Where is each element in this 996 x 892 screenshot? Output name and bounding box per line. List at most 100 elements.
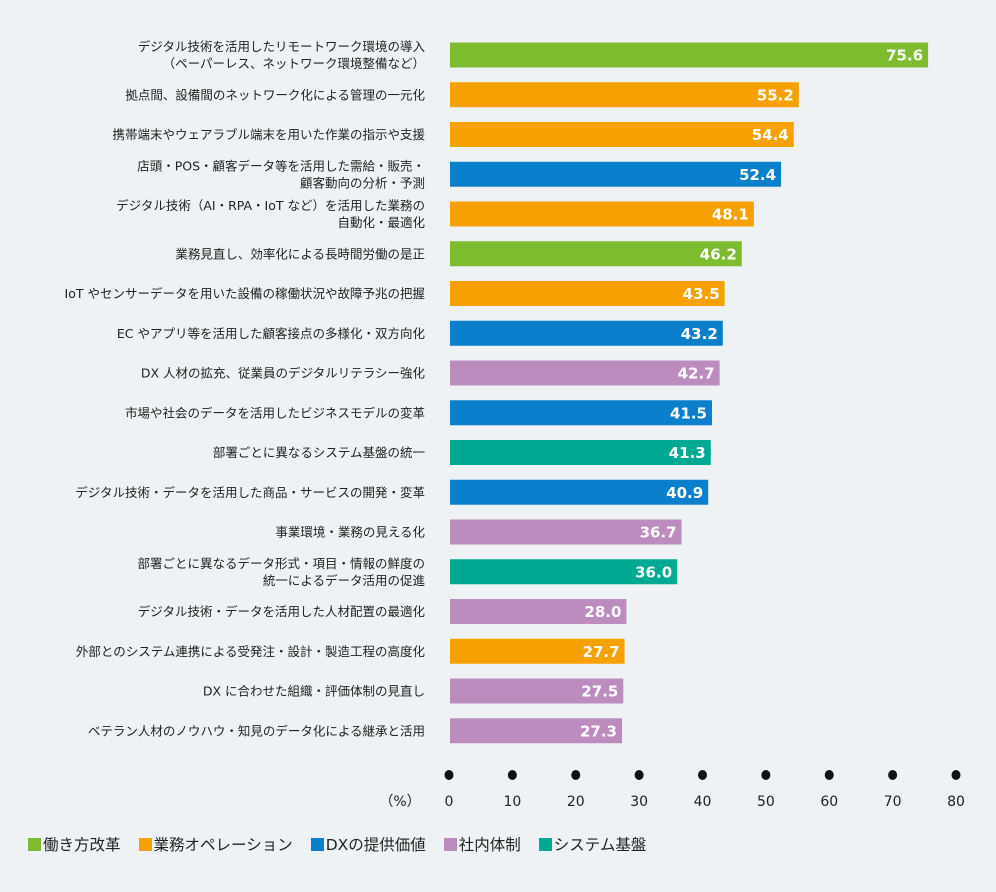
- bar: [450, 42, 929, 68]
- data-label: 43.5: [683, 285, 720, 303]
- data-label: 27.5: [581, 683, 618, 701]
- category-label-line: 外部とのシステム連携による受発注・設計・製造工程の高度化: [76, 644, 426, 659]
- data-label: 27.7: [583, 643, 620, 661]
- category-label-line: デジタル技術（AI・RPA・IoT など）を活用した業務の: [116, 198, 425, 213]
- data-label: 52.4: [739, 166, 776, 184]
- category-label-line: 顧客動向の分析・予測: [300, 175, 425, 190]
- bar: [450, 718, 623, 744]
- bar: [450, 241, 742, 267]
- category-label-line: EC やアプリ等を活用した顧客接点の多様化・双方向化: [117, 326, 426, 341]
- category-label-line: 自動化・最適化: [337, 215, 425, 230]
- legend-swatch: [538, 837, 552, 851]
- data-label: 41.5: [670, 404, 707, 422]
- tick-label: 30: [630, 794, 648, 810]
- data-label: 27.3: [580, 722, 617, 740]
- category-label-line: IoT やセンサーデータを用いた設備の稼働状況や故障予兆の把握: [65, 286, 425, 301]
- category-label: デジタル技術（AI・RPA・IoT など）を活用した業務の自動化・最適化: [116, 198, 425, 230]
- data-label: 36.7: [640, 524, 677, 542]
- bar: [450, 281, 725, 306]
- category-label-line: （ペーパーレス、ネットワーク環境整備など）: [163, 56, 425, 71]
- tick-dot: [888, 770, 898, 780]
- category-label: 市場や社会のデータを活用したビジネスモデルの変革: [125, 405, 425, 420]
- category-label-line: デジタル技術を活用したリモートワーク環境の導入: [138, 39, 426, 54]
- tick-label: 40: [694, 794, 712, 810]
- legend-swatch: [443, 837, 457, 851]
- legend-item: 働き方改革: [28, 833, 121, 855]
- data-label: 40.9: [666, 484, 703, 502]
- category-label-line: デジタル技術・データを活用した商品・サービスの開発・変革: [75, 485, 425, 500]
- legend-item: システム基盤: [538, 833, 647, 855]
- data-label: 75.6: [886, 47, 923, 65]
- legend-label: DXの提供価値: [325, 836, 426, 854]
- bar: [450, 360, 720, 386]
- axis-unit-label: （%）: [379, 794, 420, 810]
- category-label: デジタル技術・データを活用した人材配置の最適化: [138, 604, 426, 619]
- category-label: ベテラン人材のノウハウ・知見のデータ化による継承と活用: [88, 723, 425, 738]
- bar: [450, 479, 709, 505]
- tick-label: 50: [757, 794, 775, 810]
- category-label: 部署ごとに異なるシステム基盤の統一: [213, 445, 425, 460]
- data-label: 48.1: [712, 206, 749, 224]
- category-label: デジタル技術を活用したリモートワーク環境の導入 （ペーパーレス、ネットワーク環境整…: [138, 39, 426, 71]
- category-label: IoT やセンサーデータを用いた設備の稼働状況や故障予兆の把握: [65, 286, 425, 301]
- tick-label: 20: [567, 794, 585, 810]
- tick-label: 70: [884, 794, 902, 810]
- tick-dot: [571, 770, 581, 780]
- category-label: 携帯端末やウェアラブル端末を用いた作業の指示や支援: [112, 127, 425, 142]
- bar: [450, 678, 624, 704]
- bar: [450, 320, 723, 346]
- bar: [450, 122, 794, 147]
- data-label: 55.2: [757, 86, 794, 104]
- category-label: EC やアプリ等を活用した顧客接点の多様化・双方向化: [117, 326, 426, 341]
- category-label-line: DX 人材の拡充、従業員のデジタルリテラシー強化: [141, 366, 426, 381]
- bar: [450, 400, 713, 426]
- legend-label: システム基盤: [553, 836, 647, 854]
- category-label-line: 部署ごとに異なるデータ形式・項目・情報の鮮度の: [137, 556, 425, 571]
- category-label-line: 事業環境・業務の見える化: [275, 525, 425, 540]
- data-label: 54.4: [752, 126, 789, 144]
- data-label: 36.0: [635, 563, 672, 581]
- tick-dot: [761, 770, 771, 780]
- category-label-line: 統一によるデータ活用の促進: [263, 573, 426, 588]
- bar: [450, 638, 625, 664]
- data-label: 28.0: [584, 603, 621, 621]
- tick-dot: [824, 770, 834, 780]
- tick-dot: [507, 770, 517, 780]
- legend-item: DXの提供価値: [310, 833, 426, 855]
- category-label-line: 部署ごとに異なるシステム基盤の統一: [213, 445, 425, 460]
- tick-dot: [698, 770, 707, 780]
- data-label: 43.2: [681, 325, 718, 343]
- tick-label: 0: [445, 794, 454, 810]
- bar: [450, 82, 799, 108]
- legend: 働き方改革 業務オペレーション DXの提供価値 社内体制 システム基盤: [28, 833, 646, 855]
- legend-label: 社内体制: [458, 836, 521, 854]
- data-label: 46.2: [700, 245, 737, 263]
- legend-swatch: [310, 837, 324, 851]
- legend-item: 業務オペレーション: [138, 833, 293, 855]
- category-label: 拠点間、設備間のネットワーク化による管理の一元化: [125, 87, 425, 102]
- category-label-line: 携帯端末やウェアラブル端末を用いた作業の指示や支援: [112, 127, 425, 142]
- data-label: 41.3: [669, 444, 706, 462]
- category-label-line: 店頭・POS・顧客データ等を活用した需給・販売・: [137, 158, 425, 173]
- data-label: 42.7: [678, 365, 715, 383]
- category-label: 外部とのシステム連携による受発注・設計・製造工程の高度化: [76, 644, 426, 659]
- category-label: 事業環境・業務の見える化: [275, 525, 425, 540]
- category-label: DX に合わせた組織・評価体制の見直し: [203, 684, 425, 699]
- category-label-line: DX に合わせた組織・評価体制の見直し: [203, 684, 425, 699]
- legend-swatch: [138, 837, 152, 851]
- tick-dot: [951, 770, 961, 780]
- category-label: 部署ごとに異なるデータ形式・項目・情報の鮮度の統一によるデータ活用の促進: [137, 556, 425, 588]
- category-label-line: ベテラン人材のノウハウ・知見のデータ化による継承と活用: [88, 723, 425, 738]
- legend-item: 社内体制: [443, 833, 521, 855]
- bar-chart: 75.6 デジタル技術を活用したリモートワーク環境の導入 （ペーパーレス、ネットワー…: [65, 39, 965, 810]
- category-label-line: 市場や社会のデータを活用したビジネスモデルの変革: [125, 405, 425, 420]
- bar: [450, 161, 782, 187]
- category-label: デジタル技術・データを活用した商品・サービスの開発・変革: [75, 485, 425, 500]
- bar: [450, 599, 627, 624]
- category-label: 業務見直し、効率化による長時間労働の是正: [175, 246, 425, 261]
- category-label-line: 業務見直し、効率化による長時間労働の是正: [175, 246, 425, 261]
- bar: [450, 559, 678, 585]
- tick-label: 60: [820, 794, 838, 810]
- bar: [450, 519, 682, 545]
- bar: [450, 201, 754, 227]
